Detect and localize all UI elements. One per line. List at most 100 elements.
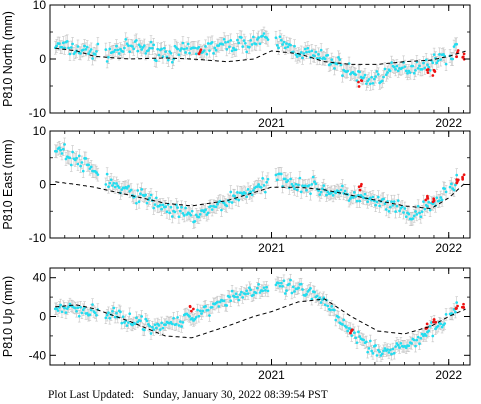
observed-point [218, 300, 222, 304]
observed-point [89, 165, 93, 169]
observed-point [136, 49, 140, 53]
observed-point [395, 64, 399, 68]
observed-point [117, 52, 121, 55]
observed-point [378, 204, 381, 208]
minor-x-ticks [49, 5, 464, 113]
observed-point [245, 50, 249, 54]
observed-point [202, 49, 206, 53]
observed-point [408, 71, 412, 75]
rapid-point [426, 68, 429, 72]
observed-point [250, 193, 254, 197]
observed-point [294, 182, 298, 186]
rapid-point [456, 304, 459, 308]
observed-point [407, 344, 411, 348]
observed-point [206, 42, 210, 45]
observed-point [63, 306, 66, 310]
observed-point [120, 188, 124, 191]
rapid-point [461, 177, 465, 180]
observed-point [77, 154, 81, 158]
observed-point [334, 318, 338, 322]
observed-point [121, 315, 125, 319]
observed-point [124, 37, 128, 41]
observed-point [160, 207, 163, 211]
observed-point [249, 288, 253, 292]
x-tick-label: 2022 [435, 241, 462, 255]
observed-point [162, 46, 166, 50]
observed-point [426, 63, 429, 67]
footer-timestamp: Sunday, January 30, 2022 08:39:54 PST [142, 389, 328, 401]
observed-point [317, 189, 320, 192]
observed-point [160, 321, 163, 325]
observed-point [148, 324, 152, 328]
rapid-point [199, 48, 203, 52]
observed-point [79, 164, 82, 168]
observed-point [306, 46, 310, 50]
rapid-point [358, 188, 362, 192]
observed-point [115, 44, 118, 48]
observed-point [362, 196, 366, 200]
observed-point [454, 183, 457, 187]
observed-point [338, 58, 342, 61]
observed-point [400, 66, 404, 70]
observed-point [330, 305, 334, 308]
observed-point [104, 48, 108, 51]
observed-point [382, 197, 385, 201]
observed-point [427, 329, 431, 333]
observed-point [318, 296, 322, 300]
observed-point [390, 61, 393, 64]
observed-point [140, 48, 144, 51]
observed-point [404, 69, 408, 73]
observed-point [343, 189, 347, 193]
observed-point [388, 205, 392, 209]
observed-point [60, 152, 64, 155]
observed-point [454, 310, 457, 314]
observed-point [190, 209, 194, 213]
observed-point [59, 148, 62, 152]
observed-point [281, 284, 284, 288]
rapid-point [357, 85, 361, 88]
observed-point [57, 146, 61, 150]
observed-point [297, 286, 300, 290]
observed-point [229, 190, 233, 194]
observed-point [299, 190, 303, 194]
observed-point [144, 193, 148, 197]
observed-point [354, 195, 358, 198]
observed-point [309, 192, 312, 196]
observed-point [254, 42, 258, 46]
observed-point [380, 79, 384, 83]
observed-point [325, 193, 328, 197]
observed-point [418, 342, 421, 346]
observed-point [394, 68, 397, 71]
observed-point [81, 48, 85, 52]
observed-point [185, 47, 189, 50]
observed-point [127, 185, 130, 188]
observed-point [173, 210, 177, 214]
observed-point [230, 201, 234, 204]
observed-point [160, 47, 163, 51]
observed-point [197, 215, 201, 219]
observed-point [252, 293, 255, 297]
observed-point [274, 173, 278, 177]
observed-point [283, 177, 287, 181]
observed-point [214, 205, 218, 209]
observed-point [210, 305, 214, 309]
observed-point [76, 45, 80, 48]
observed-point [420, 67, 424, 71]
y-tick-label: 10 [33, 124, 47, 138]
observed-point [382, 349, 385, 353]
observed-point [415, 338, 419, 342]
observed-point [333, 308, 336, 312]
observed-point [79, 305, 82, 309]
observed-point [137, 43, 141, 47]
observed-point [349, 197, 352, 200]
observed-point [119, 310, 122, 314]
observed-point [127, 321, 130, 324]
observed-point [137, 200, 141, 204]
observed-point [358, 70, 362, 74]
observed-point [265, 180, 268, 184]
rapid-point [425, 322, 429, 326]
observed-point [283, 292, 287, 295]
observed-point [89, 308, 93, 312]
observed-point [208, 49, 211, 53]
